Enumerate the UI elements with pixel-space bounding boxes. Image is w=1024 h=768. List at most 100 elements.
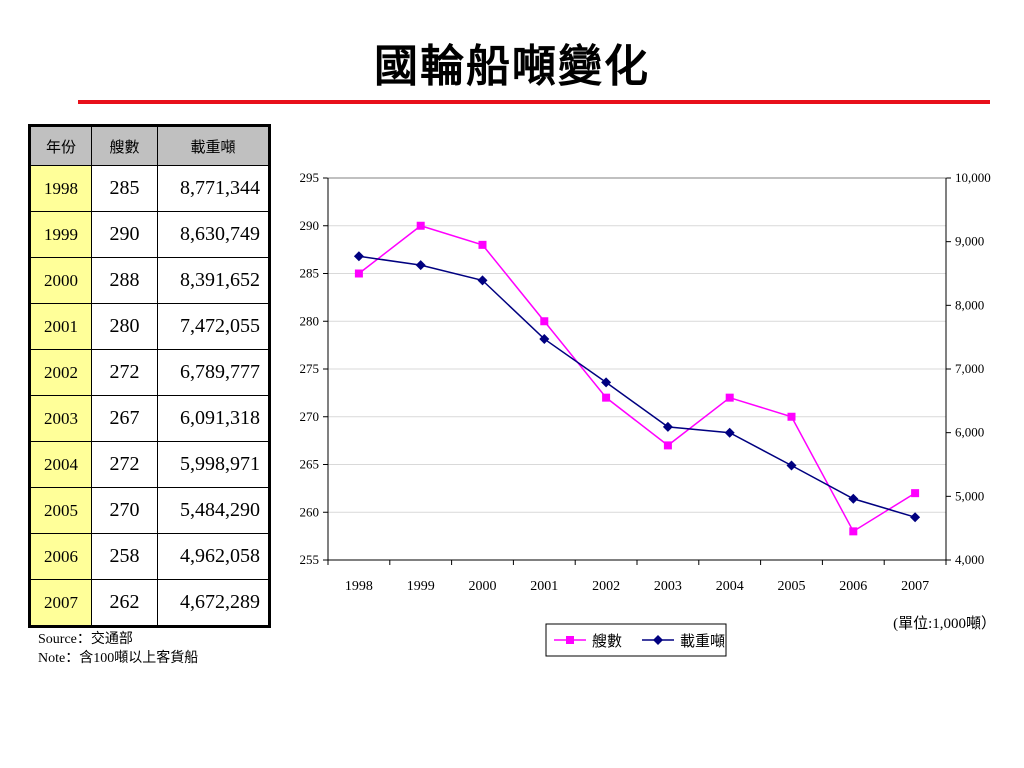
cell-year: 2000: [29, 257, 92, 304]
cell-year: 2004: [29, 441, 92, 488]
right-axis-tick-label: 7,000: [955, 361, 984, 376]
header-year: 年份: [29, 125, 92, 166]
unit-label: (單位:1,000噸）: [893, 615, 996, 632]
x-axis-tick-label: 1999: [407, 579, 435, 594]
page-title: 國輪船噸變化: [374, 41, 650, 92]
data-point-ships: [663, 441, 672, 450]
table-row: 2002 272 6,789,777: [29, 349, 270, 396]
cell-tonnage: 8,771,344: [157, 165, 270, 212]
data-point-tonnage: [786, 460, 797, 471]
table-row: 2004 272 5,998,971: [29, 441, 270, 488]
x-axis-tick-label: 2004: [716, 579, 744, 594]
x-axis-tick-label: 2002: [592, 579, 620, 594]
left-axis-tick-label: 290: [300, 218, 320, 233]
left-axis-tick-label: 265: [300, 457, 320, 472]
cell-year: 2001: [29, 303, 92, 350]
x-axis-tick-label: 2001: [530, 579, 558, 594]
data-point-ships: [416, 221, 425, 230]
left-axis-tick-label: 285: [300, 266, 320, 281]
cell-tonnage: 5,998,971: [157, 441, 270, 488]
data-point-ships: [849, 527, 858, 536]
cell-year: 2002: [29, 349, 92, 396]
left-axis-tick-label: 260: [300, 504, 320, 519]
x-axis-tick-label: 2003: [654, 579, 682, 594]
x-axis-tick-label: 1998: [345, 579, 373, 594]
series-line-tonnage: [358, 255, 916, 518]
x-axis-tick-label: 2007: [901, 579, 929, 594]
right-axis-tick-label: 9,000: [955, 234, 984, 249]
line-chart: 255 260 265 270 275 280 285 290 295 4,000 5,000 6,0…: [300, 170, 996, 657]
cell-year: 2007: [29, 579, 92, 627]
legend-marker-tonnage: [653, 635, 663, 645]
legend-label-tonnage: 載重噸: [680, 633, 725, 650]
cell-tonnage: 4,672,289: [157, 579, 270, 627]
source-note: Source：交通部: [38, 632, 133, 647]
table-row: 2000 288 8,391,652: [29, 257, 270, 304]
cell-year: 2003: [29, 395, 92, 442]
data-point-ships: [540, 317, 549, 326]
left-axis-tick-label: 295: [300, 170, 320, 185]
cell-ships: 280: [91, 303, 158, 350]
data-point-tonnage: [601, 377, 612, 388]
cell-ships: 272: [91, 441, 158, 488]
right-axis-tick-label: 4,000: [955, 552, 984, 567]
data-point-ships: [725, 393, 734, 402]
left-axis-tick-label: 280: [300, 313, 320, 328]
legend-label-ships: 艘數: [592, 633, 622, 650]
left-axis-tick-label: 275: [300, 361, 320, 376]
cell-year: 1999: [29, 211, 92, 258]
cell-tonnage: 7,472,055: [157, 303, 270, 350]
data-point-ships: [478, 240, 487, 249]
data-point-tonnage: [724, 427, 735, 438]
table-row: 2007 262 4,672,289: [29, 579, 270, 627]
table-header-row: 年份 艘數 載重噸: [29, 125, 270, 166]
notes: Source：交通部 Note：含100噸以上客貨船: [38, 630, 198, 668]
header-ships: 艘數: [91, 125, 158, 166]
cell-tonnage: 6,091,318: [157, 395, 270, 442]
data-point-tonnage: [539, 333, 550, 344]
table-row: 2005 270 5,484,290: [29, 487, 270, 534]
cell-tonnage: 5,484,290: [157, 487, 270, 534]
data-point-ships: [602, 393, 611, 402]
data-point-tonnage: [662, 421, 673, 432]
x-axis-tick-label: 2005: [778, 579, 806, 594]
legend: 艘數 載重噸: [545, 623, 727, 657]
right-axis-tick-label: 10,000: [955, 170, 991, 185]
table-row: 2006 258 4,962,058: [29, 533, 270, 580]
data-point-tonnage: [477, 275, 488, 286]
right-axis-tick-label: 8,000: [955, 297, 984, 312]
table-row: 2003 267 6,091,318: [29, 395, 270, 442]
data-point-tonnage: [848, 493, 859, 504]
cell-ships: 272: [91, 349, 158, 396]
data-point-ships: [354, 269, 363, 278]
cell-ships: 267: [91, 395, 158, 442]
cell-ships: 262: [91, 579, 158, 627]
legend-marker-ships: [566, 636, 574, 644]
cell-ships: 290: [91, 211, 158, 258]
legend-box: [545, 623, 727, 657]
data-point-tonnage: [353, 251, 364, 262]
right-axis-tick-label: 5,000: [955, 488, 984, 503]
cell-year: 2006: [29, 533, 92, 580]
cell-tonnage: 4,962,058: [157, 533, 270, 580]
data-table: 年份 艘數 載重噸 1998 285 8,771,344 1999 290 8,…: [28, 124, 271, 628]
data-point-tonnage: [910, 512, 921, 523]
header-tonnage: 載重噸: [157, 125, 270, 166]
table-row: 1998 285 8,771,344: [29, 165, 270, 212]
data-point-ships: [911, 489, 920, 498]
scope-note: Note：含100噸以上客貨船: [38, 651, 199, 666]
cell-year: 2005: [29, 487, 92, 534]
cell-ships: 270: [91, 487, 158, 534]
cell-tonnage: 8,391,652: [157, 257, 270, 304]
cell-ships: 285: [91, 165, 158, 212]
x-axis-tick-label: 2000: [469, 579, 497, 594]
cell-ships: 258: [91, 533, 158, 580]
cell-tonnage: 8,630,749: [157, 211, 270, 258]
data-point-tonnage: [415, 260, 426, 271]
x-axis-tick-label: 2006: [839, 579, 867, 594]
table-row: 2001 280 7,472,055: [29, 303, 270, 350]
cell-ships: 288: [91, 257, 158, 304]
cell-tonnage: 6,789,777: [157, 349, 270, 396]
table-row: 1999 290 8,630,749: [29, 211, 270, 258]
left-axis-tick-label: 255: [300, 552, 320, 567]
